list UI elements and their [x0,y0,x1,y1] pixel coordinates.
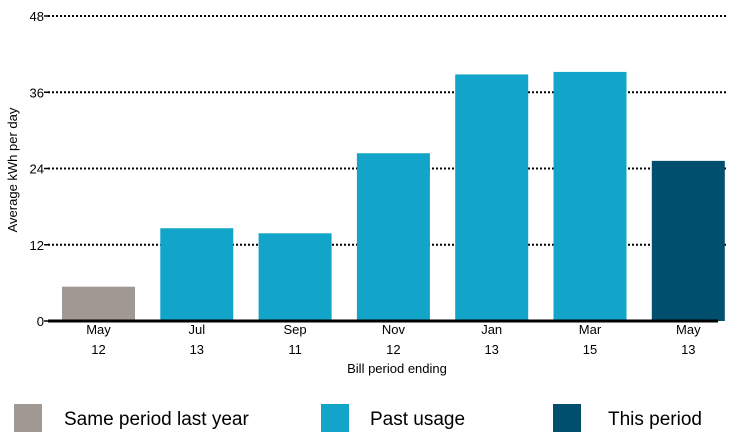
y-tick-label: 12 [30,238,44,253]
y-axis-title: Average kWh per day [5,107,20,232]
legend-label: Same period last year [64,409,249,430]
bars [62,71,725,322]
legend-label: Past usage [370,409,465,430]
y-tick-label: 48 [30,9,44,24]
x-category-year: 15 [583,342,597,357]
legend-swatch [321,404,349,432]
bar [356,153,430,321]
x-category-month: Sep [284,322,307,337]
bar [651,160,725,321]
x-category-year: 13 [484,342,498,357]
x-category-year: 13 [190,342,204,357]
x-category-year: 12 [91,342,105,357]
x-category-month: Mar [579,322,602,337]
x-category-year: 11 [288,342,302,357]
legend-swatch [553,404,581,432]
bar [160,228,234,321]
y-tick-label: 36 [30,85,44,100]
x-category-month: Nov [382,322,406,337]
x-category-year: 12 [386,342,400,357]
x-category-month: May [86,322,111,337]
bar [62,286,135,321]
x-category-month: Jan [481,322,502,337]
y-tick-label: 24 [30,162,44,177]
x-axis-categories: May 12 Jul 13 Sep 11 Nov 12 Jan 13 Mar 15 May 13 [86,322,701,357]
bar [455,74,529,321]
x-category-year: 13 [681,342,695,357]
y-axis-ticks: 0 12 24 36 48 [30,9,48,329]
legend-swatch [14,404,42,432]
x-category-month: Jul [188,322,205,337]
bar [553,71,627,322]
legend-label: This period [608,409,702,430]
legend: Same period last year Past usage This peri… [14,404,702,432]
x-category-month: May [676,322,701,337]
y-tick-label: 0 [37,314,44,329]
x-axis-title: Bill period ending [347,361,447,376]
bar [258,233,332,321]
